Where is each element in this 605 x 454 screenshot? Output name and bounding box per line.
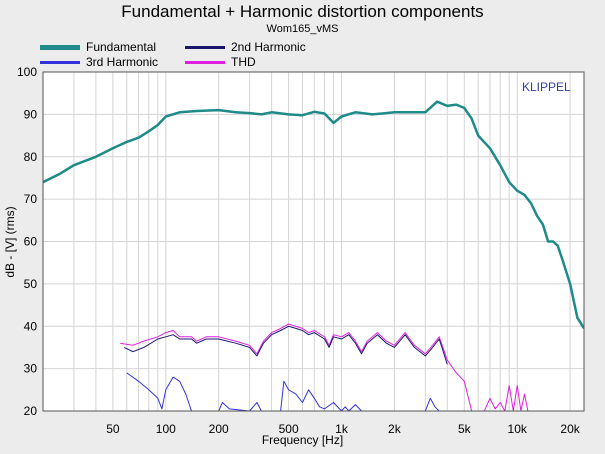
y-tick-label: 40 — [24, 319, 38, 333]
x-tick-label: 10k — [508, 422, 528, 436]
legend-swatch-thd — [185, 60, 225, 64]
legend-swatch-fundamental — [40, 44, 80, 50]
legend-label-2nd-harmonic: 2nd Harmonic — [231, 40, 306, 54]
x-tick-label: 100 — [156, 422, 176, 436]
legend-item-2nd-harmonic: 2nd Harmonic — [185, 40, 306, 54]
legend-item-fundamental: Fundamental — [40, 40, 156, 54]
x-tick-label: 500 — [279, 422, 299, 436]
x-tick-label: 2k — [388, 422, 402, 436]
legend-label-thd: THD — [231, 55, 256, 69]
y-tick-label: 100 — [17, 65, 37, 79]
y-tick-label: 90 — [24, 107, 38, 121]
x-axis-label: Frequency [Hz] — [261, 433, 344, 447]
legend-swatch-2nd-harmonic — [185, 45, 225, 49]
x-tick-label: 1k — [335, 422, 349, 436]
x-tick-label: 5k — [458, 422, 472, 436]
y-axis-label: dB - [V] (rms) — [3, 206, 17, 278]
y-tick-label: 60 — [24, 235, 38, 249]
chart-subtitle: Wom165_vMS — [266, 23, 339, 35]
klippel-watermark: KLIPPEL — [522, 80, 571, 94]
y-tick-label: 20 — [24, 404, 38, 418]
series-line-3rd-harmonic — [126, 372, 440, 411]
legend-item-3rd-harmonic: 3rd Harmonic — [40, 55, 158, 69]
series-line-fundamental — [43, 100, 584, 330]
plot-frame — [42, 71, 585, 412]
y-tick-label: 50 — [24, 277, 38, 291]
legend-label-fundamental: Fundamental — [86, 40, 157, 54]
y-tick-label: 30 — [24, 362, 38, 376]
x-tick-label: 20k — [560, 422, 580, 436]
series-line-thd — [120, 323, 529, 411]
legend-swatch-3rd-harmonic — [40, 60, 80, 64]
x-tick-label: 50 — [106, 422, 120, 436]
legend-item-thd: THD — [185, 55, 256, 69]
series-line-2nd-harmonic — [123, 325, 448, 365]
legend-label-3rd-harmonic: 3rd Harmonic — [86, 55, 159, 69]
chart-title: Fundamental + Harmonic distortion compon… — [121, 2, 484, 21]
y-tick-label: 80 — [24, 150, 38, 164]
x-tick-label: 200 — [209, 422, 229, 436]
y-tick-label: 70 — [24, 192, 38, 206]
